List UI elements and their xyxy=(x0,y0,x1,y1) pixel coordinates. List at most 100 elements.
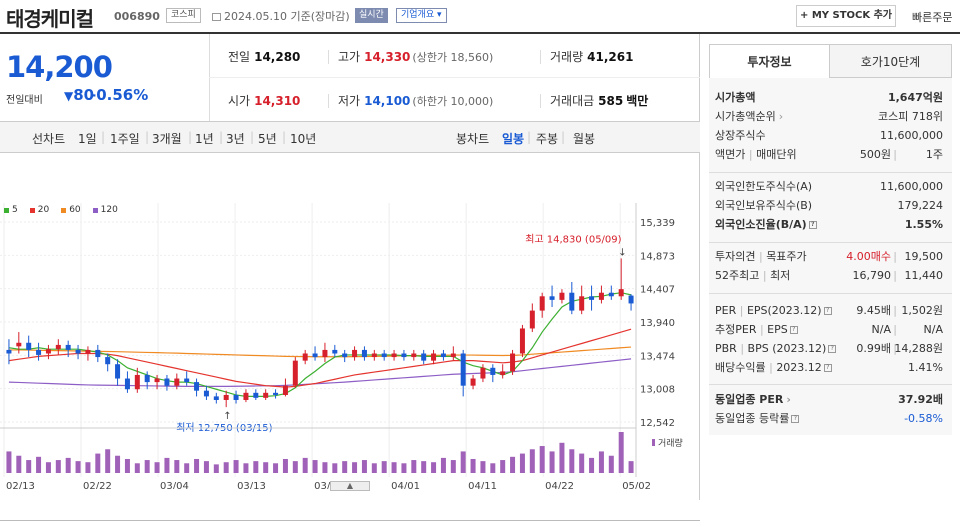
volume-bar xyxy=(519,453,525,473)
volume-bar xyxy=(115,455,121,473)
period-sep: | xyxy=(145,130,150,144)
candle-body xyxy=(510,353,516,372)
label-sep: | xyxy=(736,304,747,317)
volume-bar xyxy=(124,458,130,473)
period-3y[interactable]: 3년 xyxy=(226,132,245,146)
candle-body xyxy=(431,353,437,361)
x-tick-label: 04/22 xyxy=(545,481,574,489)
prev-label: 전일 xyxy=(228,50,251,64)
help-icon[interactable]: ? xyxy=(808,221,817,229)
change-percent: -0.56% xyxy=(90,86,149,104)
invest-row-label: 상장주식수 xyxy=(715,126,766,145)
candle-body xyxy=(253,392,259,398)
add-mystock-button[interactable]: + MY STOCK 추가 xyxy=(796,5,896,27)
value-sep: | xyxy=(893,269,897,282)
candle-weekly[interactable]: 주봉 xyxy=(536,132,559,146)
volume-bar xyxy=(194,458,200,473)
volume-label: 거래량 xyxy=(550,50,584,64)
candle-chart-label: 봉차트 xyxy=(456,132,490,146)
invest-row: 상장주식수 11,600,000 xyxy=(715,126,943,145)
help-icon[interactable]: ? xyxy=(789,326,798,334)
date-value: 2024.05.10 기준(장마감) xyxy=(224,10,350,23)
tab-invest-info[interactable]: 투자정보 xyxy=(710,45,830,79)
volume-bar xyxy=(174,460,180,473)
invest-row-label: 추정PER | EPS? xyxy=(715,320,798,339)
legend-swatch xyxy=(61,207,67,213)
invest-row-label: 투자의견 | 목표주가 xyxy=(715,247,807,266)
volume-bar xyxy=(273,463,279,473)
quick-order-link[interactable]: 빠른주문 xyxy=(912,11,953,24)
chart-resize-handle[interactable]: ▲ xyxy=(330,481,370,491)
x-tick-label: 05/02 xyxy=(622,481,651,489)
candle-body xyxy=(519,328,525,354)
volume-bar xyxy=(45,462,51,473)
period-bar: 선차트 1일 | 1주일 | 3개월 | 1년 | 3년 | 5년 | 10년 … xyxy=(0,121,700,153)
chevron-down-icon: ▾ xyxy=(437,10,442,20)
open-value: 14,310 xyxy=(254,94,301,108)
period-3m[interactable]: 3개월 xyxy=(152,132,182,146)
period-10y[interactable]: 10년 xyxy=(290,132,317,146)
x-tick-label: 02/22 xyxy=(83,481,112,489)
legend-ma20: 20 xyxy=(29,205,49,215)
period-1d[interactable]: 1일 xyxy=(78,132,97,146)
label-sep: | xyxy=(765,361,777,374)
candle-monthly[interactable]: 월봉 xyxy=(573,132,596,146)
x-tick-label: 02/13 xyxy=(6,481,35,489)
invest-row-label: 시가총액순위 › xyxy=(715,107,783,126)
invest-row: 52주최고 | 최저 | 11,440 16,790 xyxy=(715,266,943,285)
live-badge[interactable]: 실시간 xyxy=(355,8,388,23)
volume-bar xyxy=(302,457,308,473)
period-1y[interactable]: 1년 xyxy=(195,132,214,146)
candle-body xyxy=(243,392,249,400)
help-icon[interactable]: ? xyxy=(828,345,837,353)
candle-body xyxy=(95,349,101,358)
volume-bar xyxy=(510,456,516,473)
row-divider xyxy=(709,384,952,385)
candle-daily[interactable]: 일봉 xyxy=(502,132,525,146)
candle-body xyxy=(470,378,476,386)
help-icon[interactable]: ? xyxy=(791,415,800,423)
header-divider xyxy=(0,32,960,34)
chevron-right-icon[interactable]: › xyxy=(786,393,791,406)
volume-legend: 거래량 xyxy=(658,437,683,449)
tab-order-book[interactable]: 호가10단계 xyxy=(860,55,921,69)
volume-bar xyxy=(95,453,101,473)
volume-bar xyxy=(490,463,496,473)
y-tick-label: 15,339 xyxy=(640,218,675,229)
volume-bar xyxy=(134,463,140,473)
invest-row-value: 0.99배 xyxy=(856,342,891,355)
candle-body xyxy=(480,367,486,379)
period-sep: | xyxy=(101,130,106,144)
volume-bar xyxy=(480,461,486,473)
volume-bar xyxy=(411,460,417,473)
value-sep: | xyxy=(893,250,897,263)
line-chart-label: 선차트 xyxy=(32,132,66,146)
help-icon[interactable]: ? xyxy=(823,307,832,315)
invest-info-body: 시가총액 1,647억원 시가총액순위 › 코스피 718위 상장주식수 11,600,00… xyxy=(709,78,952,435)
volume-bar xyxy=(589,457,595,473)
candle-body xyxy=(213,396,219,400)
candle-body xyxy=(85,349,91,354)
volume-bar xyxy=(164,457,170,473)
volume-bar xyxy=(6,451,12,473)
help-icon[interactable]: ? xyxy=(823,364,832,372)
candle-body xyxy=(381,353,387,358)
candle-body xyxy=(450,353,456,358)
period-5y[interactable]: 5년 xyxy=(258,132,277,146)
label-sep: | xyxy=(756,323,768,336)
chevron-right-icon[interactable]: › xyxy=(778,110,784,123)
row-label-text: 동일업종 등락률 xyxy=(715,412,790,425)
y-tick-label: 14,873 xyxy=(640,251,675,262)
volume-bar xyxy=(559,442,565,473)
period-1w[interactable]: 1주일 xyxy=(110,132,140,146)
volume-bar xyxy=(65,457,71,473)
invest-row-value: 500원 xyxy=(859,148,891,161)
invest-row-value: -0.58% xyxy=(904,412,943,425)
market-badge: 코스피 xyxy=(166,8,201,23)
invest-row: 외국인한도주식수(A) 11,600,000 xyxy=(715,177,943,196)
ma-legend: 5 20 60 120 xyxy=(4,205,118,215)
volume-bar xyxy=(154,462,160,473)
volume-bar xyxy=(539,446,545,473)
company-overview-button[interactable]: 기업개요 ▾ xyxy=(396,8,447,23)
label-sep: | xyxy=(736,342,748,355)
